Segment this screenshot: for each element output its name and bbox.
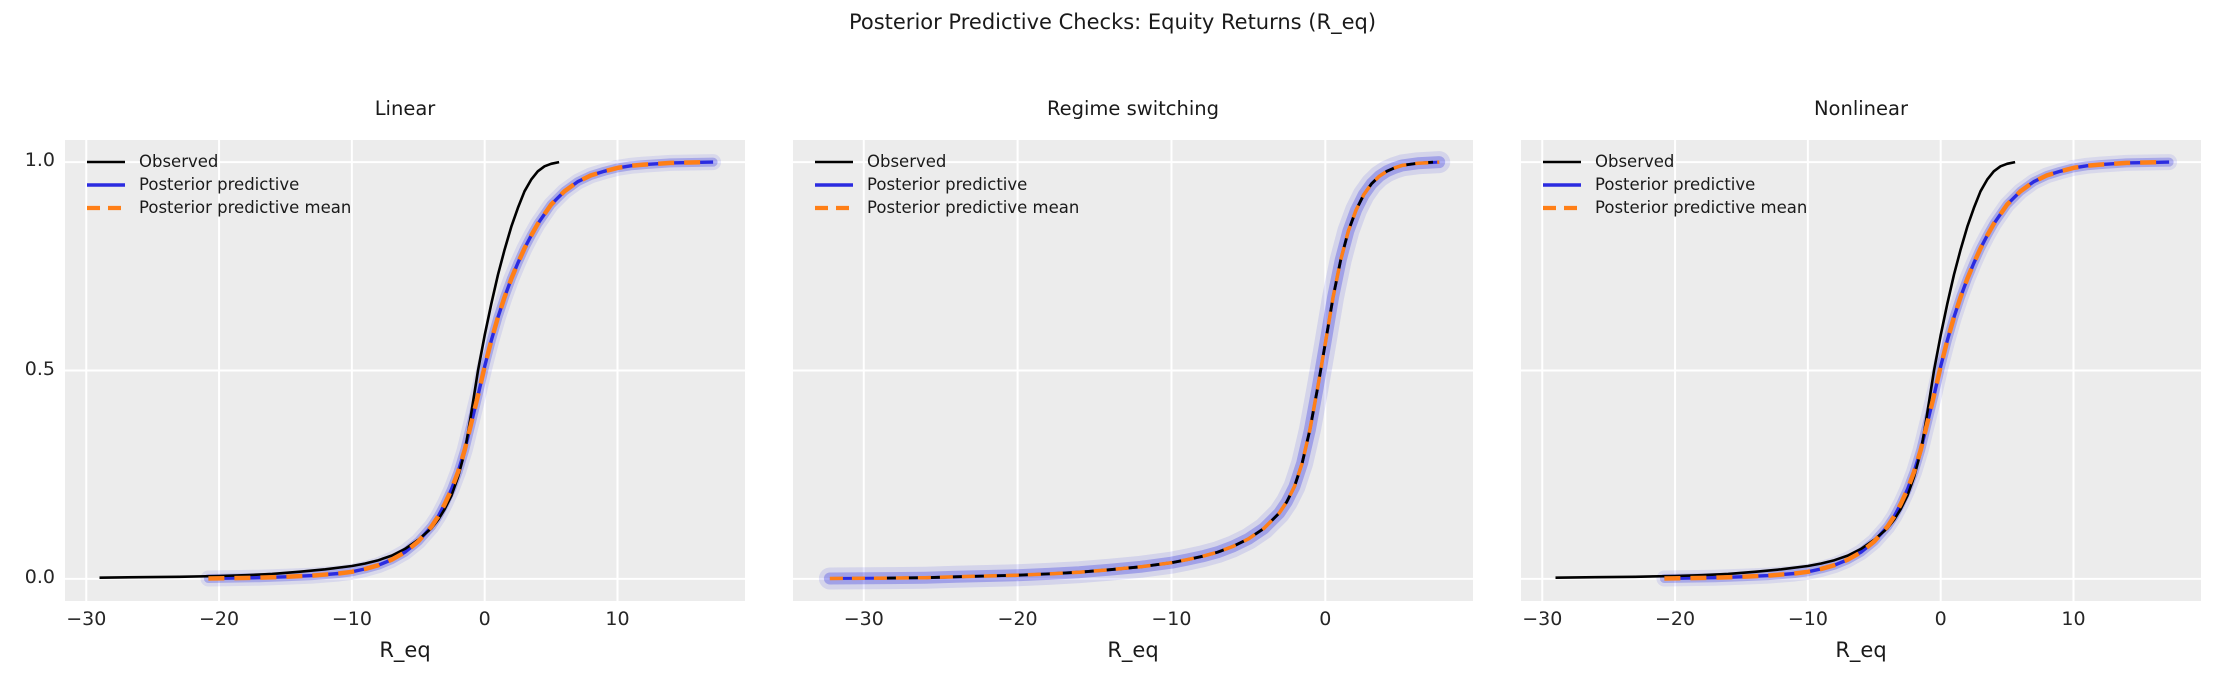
x-axis-ticks: −30 −20 −10 0 bbox=[793, 608, 1473, 634]
posterior-predictive-line-swatch bbox=[1543, 182, 1581, 187]
legend-label: Observed bbox=[139, 152, 219, 171]
legend-label: Observed bbox=[867, 152, 947, 171]
x-tick-label: −30 bbox=[843, 608, 884, 630]
chart-canvas bbox=[793, 140, 1473, 601]
x-tick-label: −10 bbox=[1151, 608, 1192, 630]
legend: Observed Posterior predictive Posterior … bbox=[815, 150, 1079, 219]
x-tick-label: 0 bbox=[478, 608, 491, 630]
legend-label: Posterior predictive mean bbox=[1595, 198, 1808, 217]
posterior-predictive-line-swatch bbox=[815, 182, 853, 187]
x-tick-label: 10 bbox=[2061, 608, 2086, 630]
legend-item-observed: Observed bbox=[815, 150, 1079, 173]
legend-item-posterior-predictive: Posterior predictive bbox=[87, 173, 351, 196]
observed-line-swatch bbox=[87, 160, 125, 163]
subplot-nonlinear: Nonlinear Observed Posterior predictive … bbox=[1521, 0, 2201, 690]
posterior-predictive-mean-dash-swatch bbox=[87, 205, 125, 210]
x-tick-label: 0 bbox=[1319, 608, 1332, 630]
x-tick-label: −30 bbox=[66, 608, 107, 630]
x-tick-label: 0 bbox=[1934, 608, 1947, 630]
legend-item-posterior-predictive: Posterior predictive bbox=[815, 173, 1079, 196]
y-tick-label: 1.0 bbox=[24, 149, 55, 172]
x-tick-label: −10 bbox=[1787, 608, 1828, 630]
x-tick-label: −20 bbox=[1655, 608, 1696, 630]
legend-item-posterior-predictive: Posterior predictive bbox=[1543, 173, 1807, 196]
legend-label: Observed bbox=[1595, 152, 1675, 171]
x-axis-label: R_eq bbox=[1107, 638, 1159, 662]
x-tick-label: −20 bbox=[199, 608, 240, 630]
legend-label: Posterior predictive mean bbox=[139, 198, 352, 217]
legend-item-posterior-predictive-mean: Posterior predictive mean bbox=[1543, 196, 1807, 219]
observed-line-swatch bbox=[1543, 160, 1581, 163]
legend: Observed Posterior predictive Posterior … bbox=[87, 150, 351, 219]
posterior-predictive-mean-dash-swatch bbox=[815, 205, 853, 210]
legend-item-posterior-predictive-mean: Posterior predictive mean bbox=[87, 196, 351, 219]
x-axis-label: R_eq bbox=[379, 638, 431, 662]
figure-title: Posterior Predictive Checks: Equity Retu… bbox=[848, 10, 1377, 34]
subplot-title: Nonlinear bbox=[1813, 97, 1909, 120]
x-tick-label: −10 bbox=[331, 608, 372, 630]
legend-label: Posterior predictive bbox=[1595, 175, 1756, 194]
legend-item-observed: Observed bbox=[1543, 150, 1807, 173]
x-tick-label: −30 bbox=[1522, 608, 1563, 630]
subplot-linear: Linear Observed Posterior predictive Pos… bbox=[25, 0, 745, 690]
x-tick-label: 10 bbox=[605, 608, 630, 630]
legend-label: Posterior predictive mean bbox=[867, 198, 1080, 217]
legend-label: Posterior predictive bbox=[139, 175, 300, 194]
observed-line-swatch bbox=[815, 160, 853, 163]
y-tick-label: 0.5 bbox=[24, 357, 55, 380]
x-tick-label: −20 bbox=[997, 608, 1038, 630]
chart-canvas bbox=[1521, 140, 2201, 601]
posterior-predictive-line-swatch bbox=[87, 182, 125, 187]
x-axis-ticks: −30 −20 −10 0 10 bbox=[1521, 608, 2201, 634]
legend-item-posterior-predictive-mean: Posterior predictive mean bbox=[815, 196, 1079, 219]
legend-item-observed: Observed bbox=[87, 150, 351, 173]
legend-label: Posterior predictive bbox=[867, 175, 1028, 194]
x-axis-ticks: −30 −20 −10 0 10 bbox=[65, 608, 745, 634]
subplot-title: Linear bbox=[374, 97, 436, 120]
chart-canvas bbox=[65, 140, 745, 601]
legend: Observed Posterior predictive Posterior … bbox=[1543, 150, 1807, 219]
y-tick-label: 0.0 bbox=[24, 565, 55, 588]
posterior-predictive-mean-dash-swatch bbox=[1543, 205, 1581, 210]
x-axis-label: R_eq bbox=[1835, 638, 1887, 662]
subplot-title: Regime switching bbox=[1046, 97, 1220, 120]
subplot-regime-switching: Regime switching Observed Posterior pred… bbox=[793, 0, 1473, 690]
